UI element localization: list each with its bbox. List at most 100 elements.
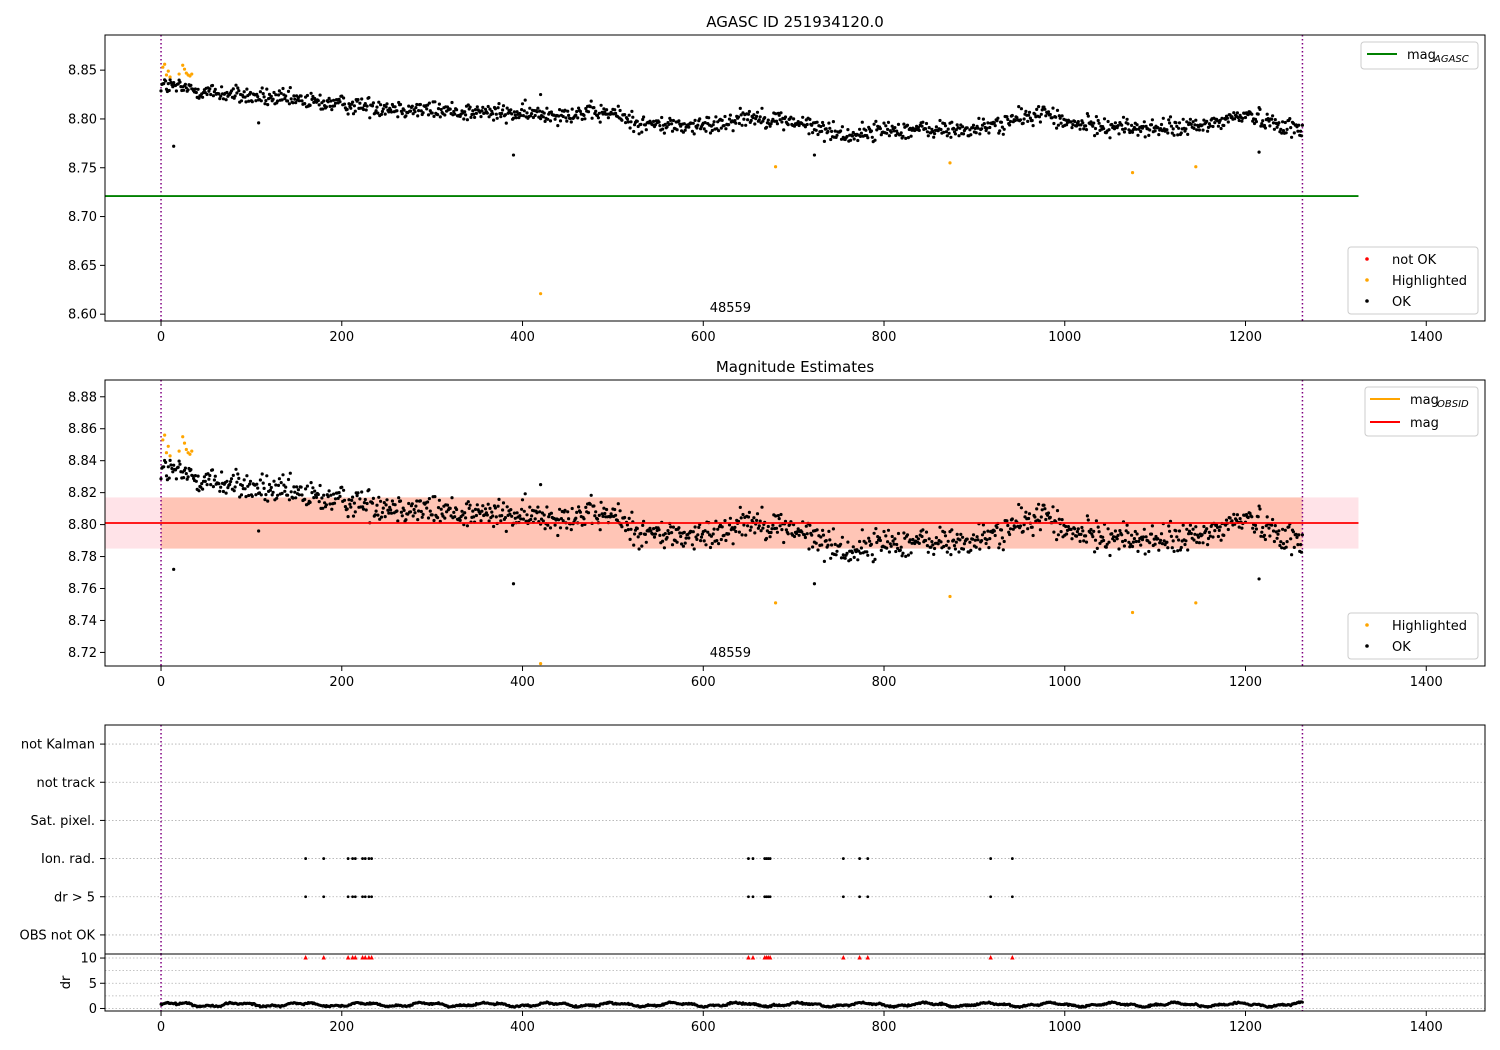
ok-point — [846, 540, 850, 544]
ok-point — [497, 102, 501, 106]
ok-point — [1271, 114, 1275, 118]
ok-point — [865, 550, 869, 554]
x-tick-label: 1400 — [1410, 675, 1443, 690]
ok-point — [396, 519, 400, 523]
ok-point — [1186, 132, 1190, 136]
ok-point — [858, 551, 863, 555]
ok-point — [443, 113, 447, 117]
ok-point — [887, 550, 892, 554]
flag-label: dr > 5 — [54, 890, 95, 905]
dr-clipped-marker — [303, 955, 308, 960]
ok-point — [851, 545, 855, 549]
ok-point — [597, 111, 601, 115]
ok-point — [473, 507, 478, 511]
ok-point — [1071, 123, 1075, 127]
ok-point — [1261, 119, 1265, 123]
ok-point — [1263, 126, 1267, 130]
ok-point — [992, 121, 996, 125]
ok-point — [1108, 553, 1112, 558]
ok-point — [628, 126, 632, 130]
ok-point — [974, 545, 978, 549]
ok-point — [577, 505, 581, 509]
ok-point — [474, 513, 478, 518]
ok-point — [993, 533, 997, 538]
x-tick-label: 800 — [872, 1020, 897, 1035]
ok-point — [1158, 541, 1162, 545]
ok-point — [859, 546, 864, 550]
ok-point — [511, 153, 516, 157]
ok-point — [1277, 121, 1281, 125]
ok-point — [1233, 117, 1237, 121]
ok-point — [407, 501, 411, 506]
ok-point — [929, 545, 933, 549]
ok-point — [1027, 110, 1032, 114]
ok-point — [347, 102, 351, 106]
ok-point — [724, 538, 728, 543]
ok-point — [499, 115, 503, 119]
ok-point — [211, 94, 215, 98]
ok-point — [219, 94, 223, 98]
ok-point — [538, 483, 543, 487]
x-tick-label: 200 — [329, 1020, 354, 1035]
ok-point — [1205, 119, 1209, 123]
ok-point — [268, 488, 272, 492]
ok-point — [814, 128, 818, 132]
ok-point — [1168, 529, 1172, 533]
ok-point — [1217, 528, 1221, 533]
ok-point — [856, 558, 860, 562]
ok-point — [379, 499, 383, 503]
ok-point — [1057, 114, 1061, 118]
ok-point — [942, 130, 946, 134]
ok-point — [201, 487, 205, 491]
ok-point — [890, 124, 894, 128]
ok-point — [217, 482, 221, 486]
ok-point — [694, 535, 698, 539]
ok-point — [932, 552, 936, 557]
ok-point — [1257, 150, 1261, 154]
ok-point — [1018, 524, 1023, 528]
ok-point — [283, 97, 287, 101]
ok-point — [834, 553, 838, 557]
ok-point — [523, 98, 527, 102]
ok-point — [1101, 535, 1105, 539]
ok-point — [944, 130, 949, 134]
ok-point — [625, 523, 630, 527]
ok-point — [1285, 540, 1289, 544]
ok-point — [1024, 510, 1028, 514]
ok-point — [1037, 502, 1041, 506]
ok-point — [1169, 534, 1173, 539]
ok-point — [886, 120, 891, 124]
ok-point — [658, 124, 662, 128]
ok-point — [1030, 118, 1034, 123]
highlighted-point — [177, 449, 181, 453]
ok-point — [1241, 116, 1245, 120]
ok-point — [530, 112, 534, 116]
ok-point — [996, 116, 1000, 120]
ok-point — [999, 120, 1004, 124]
ok-point — [1005, 115, 1009, 119]
ok-point — [720, 118, 724, 122]
ok-point — [1197, 541, 1201, 545]
x-tick-label: 600 — [691, 675, 716, 690]
ok-point — [947, 131, 951, 135]
ok-point — [521, 517, 526, 521]
ok-point — [1008, 532, 1012, 537]
ok-point — [291, 496, 295, 500]
ok-point — [758, 519, 762, 523]
ok-point — [1031, 124, 1035, 128]
ok-point — [1046, 511, 1051, 515]
ok-point — [541, 115, 545, 119]
ok-point — [582, 113, 586, 117]
ok-point — [535, 511, 539, 515]
ok-point — [596, 116, 601, 120]
ok-point — [1136, 549, 1140, 554]
ok-point — [367, 96, 371, 100]
ok-point — [778, 118, 782, 122]
ok-point — [342, 498, 347, 502]
ok-point — [414, 504, 418, 508]
ok-point — [644, 540, 648, 544]
ok-point — [831, 120, 836, 124]
ok-point — [895, 542, 899, 547]
ok-point — [242, 90, 246, 94]
ok-point — [599, 103, 603, 107]
